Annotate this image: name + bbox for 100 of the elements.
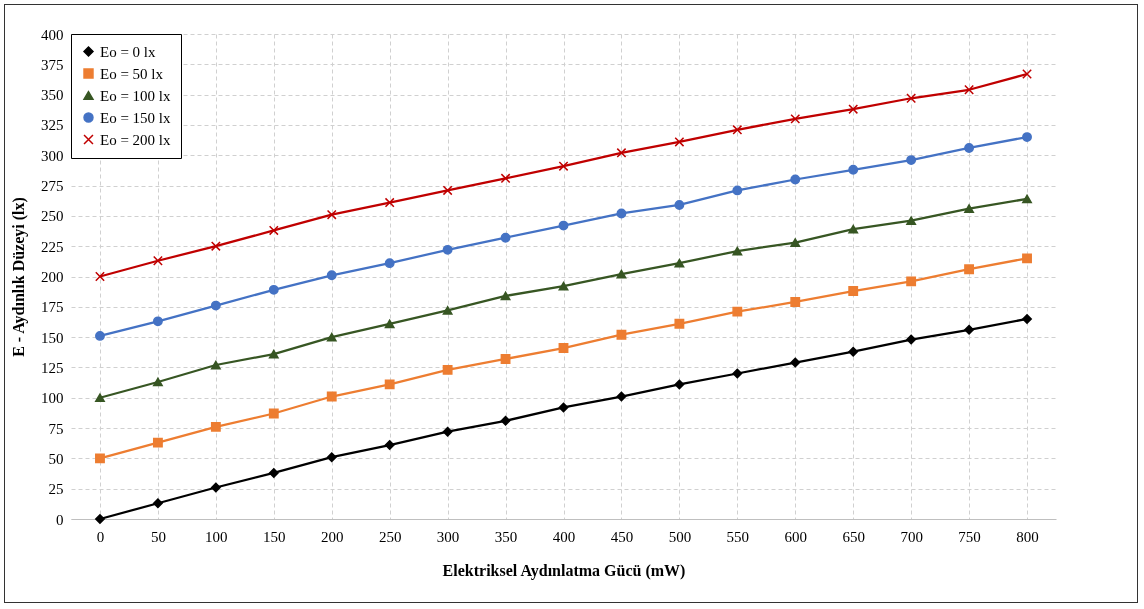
- point: [210, 482, 221, 493]
- point: [674, 318, 685, 329]
- x-axis-title: Elektriksel Aydınlatma Gücü (mW): [442, 561, 686, 580]
- point: [384, 258, 395, 269]
- point: [558, 281, 569, 291]
- x-tick-label: 550: [726, 528, 750, 545]
- point: [1022, 194, 1032, 204]
- point: [268, 284, 279, 295]
- point: [210, 421, 221, 432]
- y-tick-label: 400: [41, 26, 64, 43]
- point: [1022, 253, 1032, 264]
- legend-label: Eo = 150 lx: [100, 109, 172, 126]
- point: [906, 334, 917, 345]
- point: [964, 264, 975, 275]
- x-tick-label: 300: [436, 528, 460, 545]
- y-tick-label: 25: [48, 481, 64, 498]
- point: [500, 232, 511, 243]
- y-tick-label: 125: [41, 359, 64, 376]
- point: [384, 319, 395, 329]
- point: [210, 241, 221, 252]
- point: [790, 297, 801, 307]
- x-tick-label: 750: [958, 528, 981, 545]
- y-tick-label: 175: [41, 299, 64, 316]
- point: [616, 147, 627, 158]
- y-tick-label: 350: [41, 87, 64, 104]
- point: [268, 408, 279, 419]
- y-tick-label: 375: [41, 56, 64, 73]
- point: [268, 467, 279, 478]
- x-tick-label: 700: [900, 528, 923, 545]
- legend-label: Eo = 200 lx: [100, 131, 172, 148]
- point: [210, 360, 221, 370]
- point: [326, 270, 337, 281]
- y-tick-label: 225: [41, 238, 64, 255]
- point: [848, 224, 859, 234]
- point: [616, 391, 627, 402]
- point: [848, 104, 859, 115]
- y-tick-label: 0: [56, 511, 64, 528]
- point: [964, 324, 975, 335]
- x-tick-label: 650: [842, 528, 865, 545]
- x-tick-label: 50: [150, 528, 166, 545]
- point: [732, 306, 743, 317]
- point: [616, 269, 627, 279]
- point: [500, 415, 511, 426]
- point: [95, 330, 105, 341]
- point: [790, 238, 801, 247]
- point: [152, 316, 163, 327]
- legend-label: Eo = 50 lx: [100, 65, 164, 82]
- point: [1022, 69, 1032, 79]
- point: [558, 220, 569, 231]
- y-axis-title: E - Aydınlık Düzeyi (lx): [10, 197, 28, 357]
- point: [442, 244, 453, 255]
- point: [732, 368, 743, 379]
- x-tick-label: 450: [610, 528, 634, 545]
- point: [95, 393, 105, 403]
- point: [906, 93, 917, 104]
- point: [500, 291, 511, 301]
- point: [616, 208, 627, 219]
- point: [964, 204, 975, 213]
- point: [790, 357, 801, 368]
- point: [558, 343, 569, 353]
- x-tick-label: 800: [1016, 528, 1039, 545]
- point: [384, 379, 395, 390]
- point: [152, 437, 163, 448]
- y-tick-label: 200: [41, 269, 64, 285]
- legend-label: Eo = 100 lx: [100, 87, 172, 104]
- point: [95, 514, 105, 524]
- x-tick-label: 0: [96, 528, 105, 545]
- point: [674, 136, 685, 147]
- x-tick-label: 200: [320, 528, 344, 545]
- point: [384, 440, 395, 450]
- point: [848, 164, 859, 175]
- x-tick-label: 600: [784, 528, 808, 545]
- point: [268, 349, 279, 359]
- point: [1022, 132, 1032, 142]
- y-tick-label: 75: [48, 420, 64, 437]
- point: [95, 271, 105, 282]
- y-tick-label: 50: [48, 450, 64, 467]
- y-tick-label: 100: [41, 390, 64, 407]
- y-tick-label: 250: [41, 208, 64, 225]
- point: [674, 200, 685, 210]
- legend-label: Eo = 0 lx: [100, 43, 157, 60]
- point: [500, 354, 511, 364]
- point: [442, 364, 453, 375]
- point: [906, 216, 917, 226]
- point: [848, 286, 859, 296]
- x-tick-label: 250: [378, 528, 402, 545]
- point: [384, 197, 395, 208]
- point: [732, 246, 743, 256]
- point: [442, 426, 453, 437]
- point: [326, 452, 337, 463]
- point: [152, 255, 163, 266]
- point: [152, 498, 163, 509]
- point: [1022, 314, 1032, 324]
- point: [326, 209, 337, 220]
- point: [790, 113, 801, 124]
- x-tick-label: 500: [668, 528, 692, 545]
- point: [790, 174, 801, 185]
- y-tick-label: 150: [41, 329, 64, 346]
- y-tick-label: 325: [41, 117, 64, 134]
- point: [558, 161, 569, 172]
